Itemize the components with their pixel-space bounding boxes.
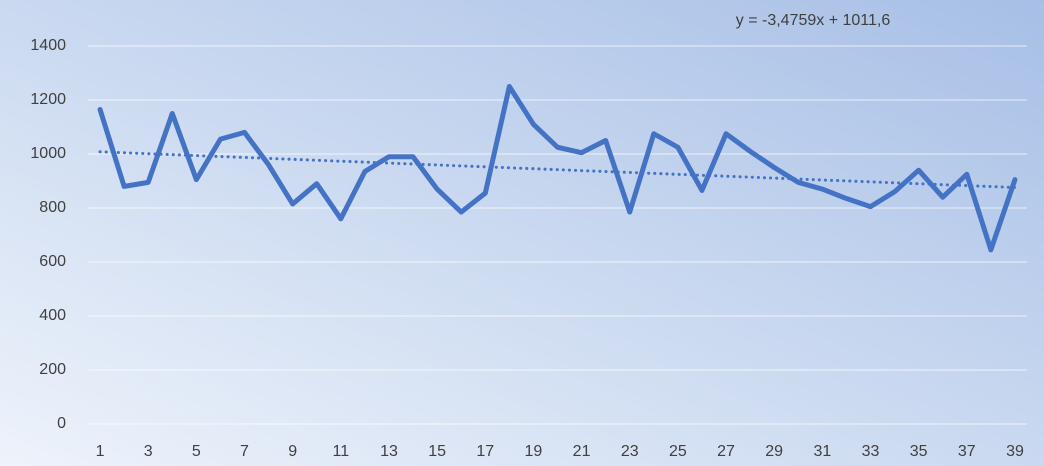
x-tick-label: 29	[765, 443, 783, 460]
x-tick-label: 33	[862, 443, 880, 460]
trendline	[98, 150, 1017, 189]
x-tick-label: 25	[669, 443, 687, 460]
x-tick-label: 9	[288, 443, 297, 460]
y-tick-label: 0	[57, 415, 66, 432]
x-tick-label: 7	[240, 443, 249, 460]
y-tick-label: 800	[39, 199, 66, 216]
x-tick-label: 21	[573, 443, 591, 460]
x-tick-label: 19	[525, 443, 543, 460]
x-tick-label: 17	[476, 443, 494, 460]
y-tick-label: 600	[39, 253, 66, 270]
x-tick-label: 23	[621, 443, 639, 460]
x-tick-label: 27	[717, 443, 735, 460]
line-series	[97, 84, 1018, 253]
x-tick-label: 35	[910, 443, 928, 460]
y-tick-label: 1000	[30, 145, 66, 162]
x-tick-label: 5	[192, 443, 201, 460]
x-tick-label: 37	[958, 443, 976, 460]
y-tick-label: 200	[39, 361, 66, 378]
x-tick-label: 1	[96, 443, 105, 460]
y-tick-label: 1400	[30, 37, 66, 54]
x-tick-label: 39	[1006, 443, 1024, 460]
x-tick-label: 15	[428, 443, 446, 460]
trendline-equation: y = -3,4759x + 1011,6	[736, 12, 891, 29]
x-tick-label: 3	[144, 443, 153, 460]
y-tick-label: 400	[39, 307, 66, 324]
x-tick-label: 31	[813, 443, 831, 460]
x-tick-label: 13	[380, 443, 398, 460]
y-tick-label: 1200	[30, 91, 66, 108]
x-tick-label: 11	[333, 443, 350, 460]
